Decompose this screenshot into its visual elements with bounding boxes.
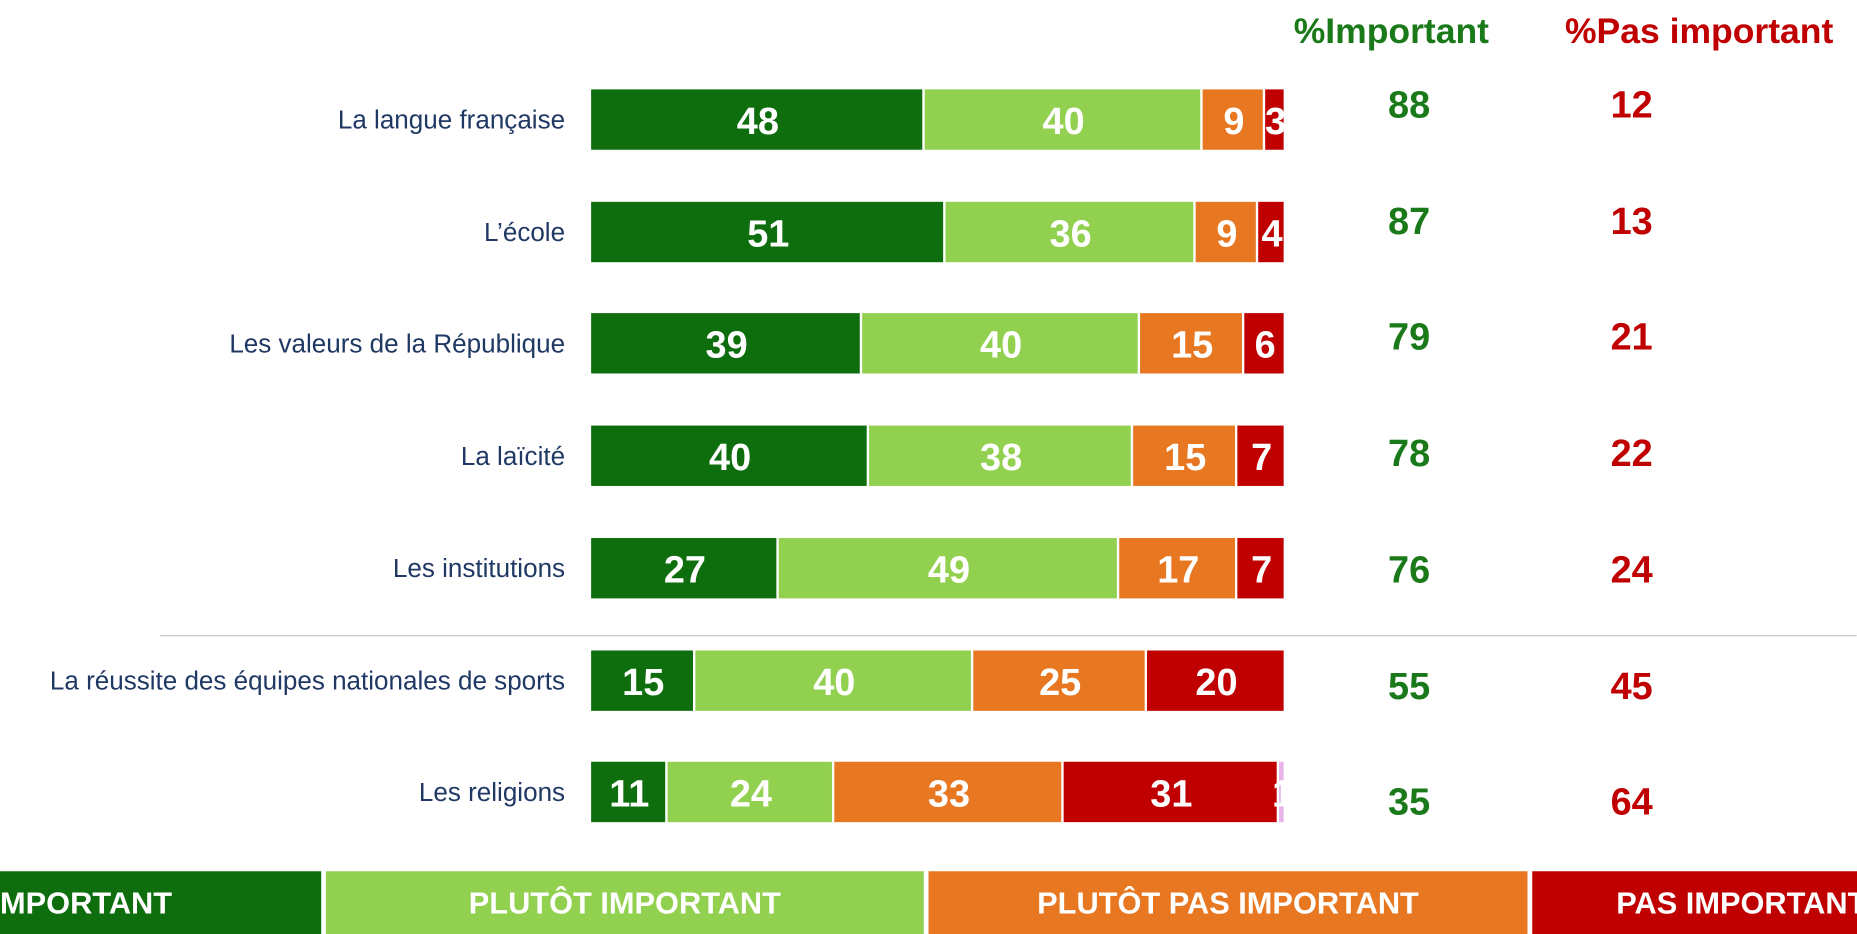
bar-segment bbox=[695, 650, 971, 711]
category-label: L’école bbox=[484, 217, 565, 247]
segment-label: 4 bbox=[1262, 213, 1283, 255]
segment-label: 38 bbox=[980, 437, 1022, 479]
segment-label: 51 bbox=[747, 213, 789, 255]
bar-segment bbox=[1133, 425, 1235, 486]
total-value: 13 bbox=[1611, 201, 1653, 243]
bar-segment bbox=[945, 201, 1194, 263]
bar-segment bbox=[591, 761, 666, 823]
legend-label: PAS IMPORTANT bbox=[1616, 886, 1857, 921]
segment-label: 11 bbox=[609, 773, 649, 815]
bar-segment bbox=[1237, 538, 1284, 599]
segment-label: 17 bbox=[1157, 550, 1199, 592]
total-value: 45 bbox=[1611, 666, 1653, 708]
segment-label: 40 bbox=[813, 662, 855, 704]
legend-label: PLUTÔT PAS IMPORTANT bbox=[1037, 885, 1419, 921]
bar-segment bbox=[1119, 538, 1235, 599]
total-header: %Pas important bbox=[1565, 11, 1833, 51]
bar-segment bbox=[1279, 761, 1284, 823]
legend-swatch bbox=[1532, 871, 1857, 934]
segment-label: 20 bbox=[1195, 662, 1237, 704]
bar-segment bbox=[1140, 313, 1242, 374]
bar-segment bbox=[591, 313, 860, 374]
segment-label: 15 bbox=[1164, 437, 1206, 479]
legend-swatch bbox=[928, 871, 1528, 934]
segment-label: 7 bbox=[1251, 437, 1272, 479]
category-label: La réussite des équipes nationales de sp… bbox=[50, 666, 565, 696]
segment-label: 6 bbox=[1255, 325, 1276, 367]
bar-segment bbox=[1258, 201, 1284, 263]
segment-label: 40 bbox=[709, 437, 751, 479]
total-value: 88 bbox=[1388, 84, 1430, 126]
total-value: 78 bbox=[1388, 433, 1430, 475]
total-value: 22 bbox=[1611, 433, 1653, 475]
bar-segment bbox=[973, 650, 1145, 711]
bar-segment bbox=[591, 650, 693, 711]
bar-segment bbox=[834, 761, 1062, 823]
segment-label: 40 bbox=[980, 325, 1022, 367]
category-label: Les institutions bbox=[393, 553, 565, 583]
bar-segment bbox=[862, 313, 1138, 374]
category-label: Les valeurs de la République bbox=[229, 328, 565, 358]
segment-label: 36 bbox=[1050, 213, 1092, 255]
total-value: 12 bbox=[1611, 84, 1653, 126]
category-label: Les religions bbox=[419, 777, 565, 807]
bar-segment bbox=[591, 538, 777, 599]
total-header: %Important bbox=[1294, 11, 1489, 51]
total-value: 24 bbox=[1611, 550, 1653, 592]
segment-label: 7 bbox=[1251, 550, 1272, 592]
total-value: 79 bbox=[1388, 316, 1430, 358]
segment-label: 25 bbox=[1039, 662, 1081, 704]
segment-label: 24 bbox=[730, 773, 772, 815]
total-value: 76 bbox=[1388, 550, 1430, 592]
legend-label: PLUTÔT IMPORTANT bbox=[469, 885, 781, 921]
total-value: 87 bbox=[1388, 201, 1430, 243]
total-value: 35 bbox=[1388, 782, 1430, 824]
bar-segment bbox=[1063, 761, 1277, 823]
segment-label: 9 bbox=[1216, 213, 1237, 255]
legend-swatch bbox=[325, 871, 924, 934]
segment-label: 33 bbox=[928, 773, 970, 815]
segment-label: 40 bbox=[1043, 101, 1085, 143]
total-value: 64 bbox=[1611, 782, 1653, 824]
bar-segment bbox=[869, 425, 1131, 486]
segment-label: 1 bbox=[1272, 773, 1293, 815]
bar-segment bbox=[1147, 650, 1284, 711]
segment-label: 48 bbox=[737, 101, 779, 143]
segment-label: 15 bbox=[622, 662, 664, 704]
total-value: 21 bbox=[1611, 316, 1653, 358]
bar-segment bbox=[778, 538, 1117, 599]
bar-segment bbox=[1202, 89, 1263, 150]
bar-segment bbox=[591, 201, 944, 263]
segment-label: 3 bbox=[1265, 101, 1286, 143]
bar-segment bbox=[1195, 201, 1256, 263]
segment-label: 49 bbox=[928, 550, 970, 592]
segment-label: 15 bbox=[1171, 325, 1213, 367]
segment-label: 31 bbox=[1150, 773, 1192, 815]
bar-segment bbox=[1265, 89, 1284, 150]
legend-label: TRÈS IMPORTANT bbox=[0, 886, 172, 921]
bar-segment bbox=[591, 425, 867, 486]
bar-segment bbox=[591, 89, 923, 150]
bar-segment bbox=[1244, 313, 1284, 374]
category-label: La laïcité bbox=[461, 441, 565, 471]
legend-swatch bbox=[0, 871, 322, 934]
bar-segment bbox=[1237, 425, 1284, 486]
segment-label: 9 bbox=[1223, 101, 1244, 143]
segment-label: 39 bbox=[706, 325, 748, 367]
category-label: La langue française bbox=[338, 105, 565, 135]
bar-segment bbox=[924, 89, 1201, 150]
segment-label: 27 bbox=[664, 550, 706, 592]
total-value: 55 bbox=[1388, 666, 1430, 708]
bar-segment bbox=[667, 761, 832, 823]
